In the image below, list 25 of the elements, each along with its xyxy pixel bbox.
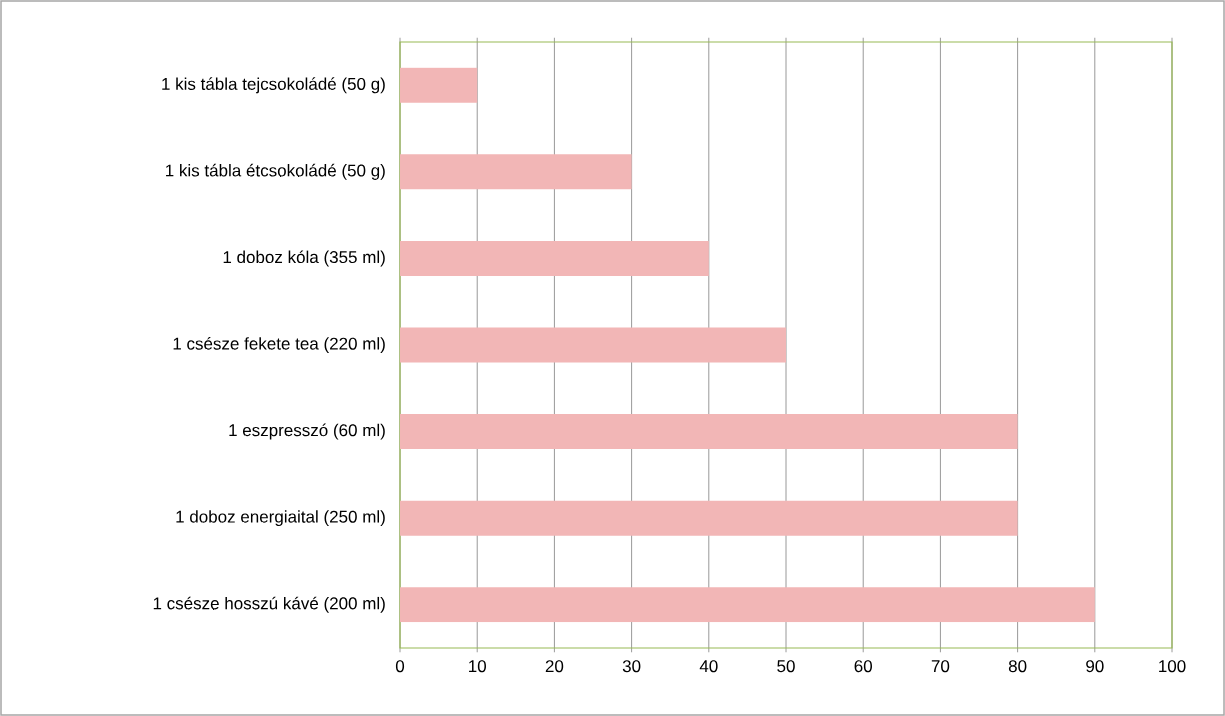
bar [400, 414, 1018, 450]
y-tick-label: 1 kis tábla tejcsokoládé (50 g) [162, 77, 385, 94]
y-tick-label: 1 eszpresszó (60 ml) [229, 423, 385, 440]
x-tick-label: 90 [1086, 660, 1104, 673]
x-tick-label: 60 [854, 660, 872, 673]
y-tick-label: 1 kis tábla étcsokoládé (50 g) [166, 163, 385, 180]
bar [400, 327, 787, 363]
x-tick-label: 70 [931, 660, 950, 673]
bar [400, 500, 1018, 536]
x-tick-label: 80 [1008, 660, 1027, 673]
x-tick-label: 50 [777, 660, 795, 673]
x-tick-label: 100 [1159, 660, 1186, 673]
y-tick-label: 1 doboz energiaital (250 ml) [176, 510, 385, 527]
x-tick-label: 40 [699, 660, 718, 673]
bar [400, 240, 709, 276]
x-tick-label: 0 [395, 660, 405, 673]
y-tick-label: 1 csésze hosszú kávé (200 ml) [153, 596, 385, 613]
x-tick-label: 20 [545, 660, 564, 673]
bar [400, 67, 478, 103]
bar [400, 587, 1095, 623]
x-tick-label: 30 [622, 660, 641, 673]
x-tick-label: 10 [469, 660, 486, 673]
bar [400, 154, 632, 190]
y-tick-label: 1 doboz kóla (355 ml) [223, 250, 385, 267]
y-tick-label: 1 csésze fekete tea (220 ml) [173, 336, 385, 354]
